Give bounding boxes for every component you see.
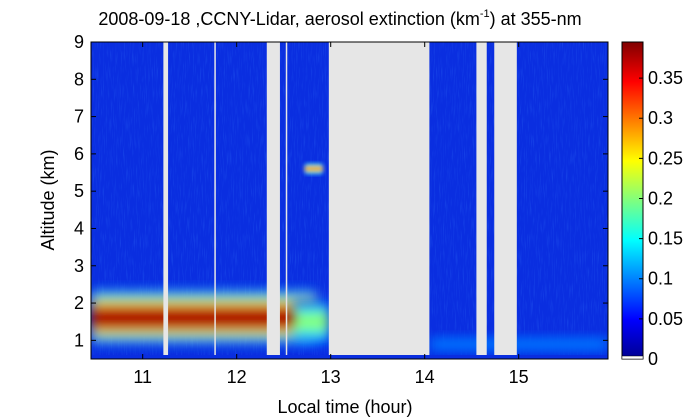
no-data-gap xyxy=(266,42,280,359)
aerosol-layer-1 xyxy=(91,290,317,343)
y-tick-label: 9 xyxy=(74,32,84,52)
y-tick-label: 8 xyxy=(74,69,84,89)
aerosol-layer-band xyxy=(429,340,608,348)
colorbar-tick-label: 0.15 xyxy=(648,229,683,249)
cloud-band xyxy=(304,167,324,171)
x-tick-label: 13 xyxy=(321,367,341,387)
y-tick-label: 6 xyxy=(74,144,84,164)
no-data-gap xyxy=(163,42,169,359)
x-tick-label: 14 xyxy=(415,367,435,387)
aerosol-layer-3 xyxy=(429,334,608,357)
colorbar-scale xyxy=(621,41,644,360)
aerosol-layer-band xyxy=(293,313,329,331)
plot-frame xyxy=(90,41,609,360)
x-tick-label: 11 xyxy=(133,367,152,387)
colorbar-tick-label: 0.05 xyxy=(648,309,683,329)
cloud-feature-1 xyxy=(304,163,324,175)
x-tick-label: 12 xyxy=(227,367,247,387)
no-data-gaps xyxy=(91,42,608,359)
y-tick-label: 3 xyxy=(74,256,84,276)
y-tick-label: 5 xyxy=(74,181,84,201)
y-tick-label: 1 xyxy=(74,330,84,350)
colorbar-ticks: 0 0.05 0.1 0.15 0.2 0.25 0.3 0.35 xyxy=(621,68,683,369)
aerosol-layer-2 xyxy=(293,299,329,347)
colorbar-tick-label: 0.3 xyxy=(648,108,673,128)
colorbar-tick-label: 0.35 xyxy=(648,68,683,88)
surface-strip xyxy=(91,355,608,359)
x-axis-label: Local time (hour) xyxy=(277,397,412,417)
y-axis-label: Altitude (km) xyxy=(38,149,58,250)
y-tick-label: 4 xyxy=(74,218,84,238)
colorbar-tick-label: 0.2 xyxy=(648,188,673,208)
no-data-gap xyxy=(328,42,430,359)
colorbar: 0 0.05 0.1 0.15 0.2 0.25 0.3 0.35 xyxy=(621,41,683,369)
x-axis: 11 12 13 14 15 xyxy=(133,42,529,387)
no-data-gap xyxy=(476,42,487,359)
x-tick-label: 15 xyxy=(509,367,529,387)
colorbar-tick-label: 0.1 xyxy=(648,269,673,289)
y-tick-label: 7 xyxy=(74,107,84,127)
y-axis: 1 2 3 4 5 6 7 8 9 xyxy=(74,32,608,350)
no-data-gap xyxy=(494,42,517,359)
aerosol-layer-band xyxy=(91,308,317,328)
y-tick-label: 2 xyxy=(74,293,84,313)
chart-title: 2008-09-18 ,CCNY-Lidar, aerosol extincti… xyxy=(98,8,581,29)
colorbar-tick-label: 0.25 xyxy=(648,148,683,168)
colorbar-tick-label: 0 xyxy=(648,349,658,369)
colorbar-missing-swatch xyxy=(621,355,644,360)
